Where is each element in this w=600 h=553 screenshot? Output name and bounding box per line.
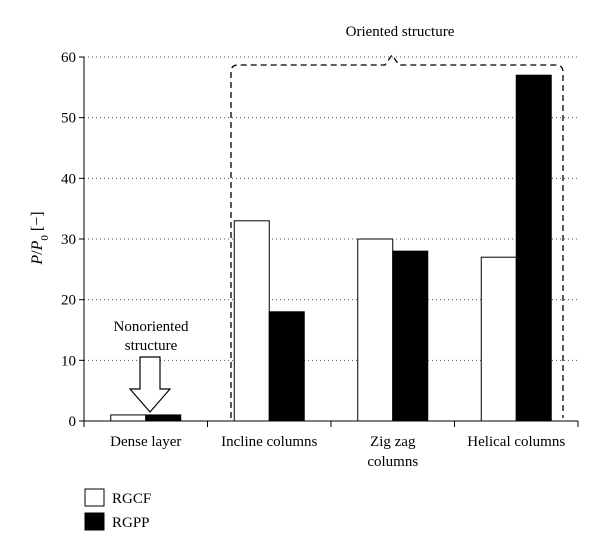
bar-rgpp-3 bbox=[515, 74, 552, 422]
category-label: Helical columns bbox=[467, 434, 565, 450]
nonoriented-label-line-2: structure bbox=[125, 338, 178, 354]
legend-label-rgcf: RGCF bbox=[112, 491, 151, 507]
bars bbox=[110, 74, 552, 422]
y-axis-ticks: 0 10 20 30 40 50 60 bbox=[61, 50, 84, 430]
legend-swatch-rgcf bbox=[84, 488, 105, 507]
category-label: Incline columns bbox=[221, 434, 317, 450]
y-tick-label: 60 bbox=[61, 50, 76, 66]
oriented-structure-bracket bbox=[230, 53, 564, 418]
bar-rgpp-0 bbox=[145, 414, 182, 422]
category-label: columns bbox=[367, 454, 418, 470]
bar-rgcf-2 bbox=[357, 238, 394, 422]
bar-rgcf-1 bbox=[233, 220, 270, 422]
y-tick-label: 20 bbox=[61, 293, 76, 309]
bar-rgpp-2 bbox=[392, 250, 429, 422]
bar-rgcf-3 bbox=[480, 256, 517, 422]
legend-swatch-rgpp bbox=[84, 512, 105, 531]
y-tick-label: 50 bbox=[61, 111, 76, 127]
down-arrow-icon bbox=[128, 356, 172, 413]
legend-label-rgpp: RGPP bbox=[112, 515, 150, 531]
y-tick-label: 30 bbox=[61, 232, 76, 248]
nonoriented-label-line-1: Nonoriented bbox=[114, 319, 189, 335]
category-labels: Dense layer Incline columns Zig zag columns… bbox=[110, 434, 565, 470]
legend: RGCF RGPP bbox=[84, 488, 151, 531]
y-tick-label: 10 bbox=[61, 353, 76, 369]
bar-rgpp-1 bbox=[268, 311, 305, 422]
bar-rgcf-0 bbox=[110, 414, 147, 422]
category-label: Dense layer bbox=[110, 434, 181, 450]
category-label: Zig zag bbox=[370, 434, 416, 450]
x-axis-ticks bbox=[83, 421, 579, 427]
y-axis-label: P/P0 [−] bbox=[29, 211, 51, 265]
oriented-structure-label: Oriented structure bbox=[346, 24, 455, 40]
y-tick-label: 40 bbox=[61, 171, 76, 187]
y-tick-label: 0 bbox=[69, 414, 77, 430]
